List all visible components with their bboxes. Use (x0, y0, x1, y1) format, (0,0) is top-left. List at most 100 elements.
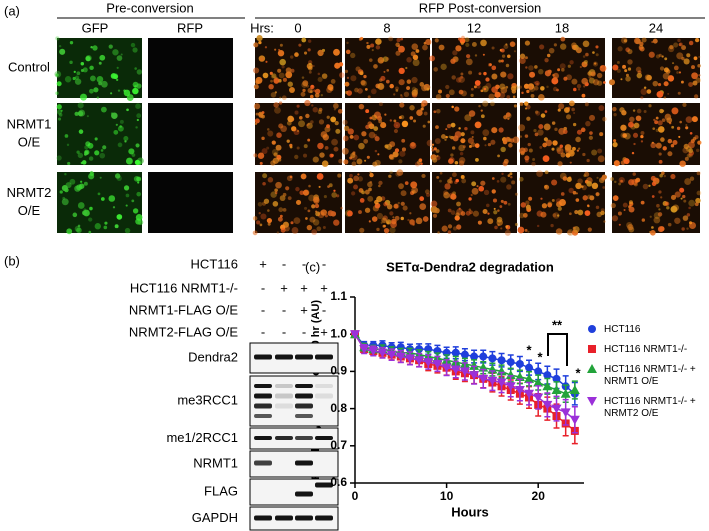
cell (695, 148, 700, 153)
cell (92, 45, 98, 51)
cell (601, 176, 606, 181)
cell (364, 87, 368, 91)
cell (395, 50, 401, 56)
cell (324, 145, 329, 150)
cell (389, 211, 394, 216)
cell (618, 182, 622, 186)
cell (410, 51, 416, 57)
cell (282, 77, 287, 82)
cell (659, 66, 665, 71)
cell (307, 209, 311, 213)
cell (293, 217, 301, 225)
cell (346, 76, 350, 80)
cell (557, 68, 561, 72)
data-point (552, 374, 561, 383)
cell (84, 152, 87, 156)
cell (635, 115, 642, 122)
timepoint-label: 18 (555, 20, 569, 35)
cell (688, 206, 691, 210)
cell (552, 213, 557, 218)
cell (114, 224, 119, 229)
cell (345, 49, 351, 55)
cell (76, 184, 83, 191)
cell (298, 43, 302, 47)
cell (59, 190, 63, 194)
cell (380, 75, 386, 81)
cell (573, 87, 577, 92)
cell (691, 116, 698, 123)
cell (330, 79, 336, 84)
cell (581, 93, 586, 98)
cell (531, 161, 536, 167)
cell (500, 71, 507, 78)
cell (392, 216, 395, 219)
data-point (470, 352, 479, 361)
cell (536, 224, 540, 228)
cell (277, 68, 282, 73)
cell (586, 204, 590, 207)
cell (497, 154, 500, 158)
cell (591, 149, 598, 156)
cell (468, 110, 476, 117)
cell (551, 198, 555, 202)
cell (679, 187, 685, 193)
cell (432, 157, 438, 163)
cell (534, 132, 539, 137)
band (315, 482, 333, 488)
cell (575, 198, 580, 202)
cell (480, 39, 487, 47)
cell (378, 119, 383, 124)
cell (435, 93, 442, 100)
cell (103, 225, 108, 230)
cell (518, 124, 526, 132)
cell (93, 87, 99, 93)
cell (314, 92, 320, 98)
cell (271, 148, 279, 156)
cell (632, 132, 639, 138)
cell (640, 131, 645, 135)
cell (659, 173, 663, 178)
cell (622, 133, 627, 138)
cell (569, 212, 572, 216)
cell (393, 93, 396, 96)
row-label: O/E (18, 134, 41, 149)
cell (519, 102, 524, 106)
cell (544, 170, 549, 175)
cell (80, 68, 84, 73)
cell (572, 146, 576, 151)
cell (261, 201, 266, 206)
cell (595, 45, 599, 49)
cell (410, 190, 415, 196)
cell (285, 67, 292, 74)
cell (386, 69, 390, 72)
cell (366, 41, 369, 45)
cell (482, 100, 489, 107)
cell (134, 67, 137, 70)
cell (673, 42, 679, 48)
cell (633, 122, 640, 129)
cell (694, 94, 699, 99)
band (295, 403, 313, 409)
cell (585, 52, 589, 57)
cell (300, 91, 306, 97)
cell (478, 72, 482, 76)
cell (482, 209, 488, 215)
cell (281, 95, 287, 101)
cell (373, 64, 378, 69)
cell (688, 82, 694, 87)
data-point (350, 330, 360, 340)
cell (385, 79, 390, 84)
condition-label: NRMT2-FLAG O/E (129, 324, 238, 339)
cell (686, 53, 691, 58)
cell (497, 209, 500, 212)
cell (123, 89, 131, 97)
cell (401, 138, 406, 143)
cell (621, 110, 627, 116)
data-point (441, 363, 452, 373)
cell (55, 73, 59, 77)
cell (567, 230, 573, 236)
cell (518, 176, 524, 182)
cell (412, 59, 420, 67)
cell (444, 183, 451, 190)
cell (411, 89, 418, 96)
